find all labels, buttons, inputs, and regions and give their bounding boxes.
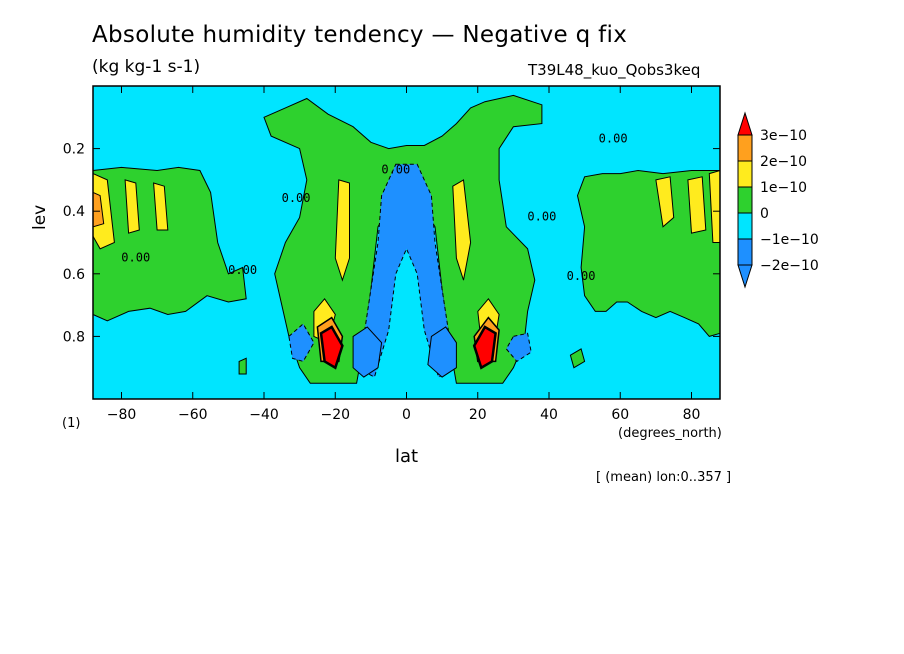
colorbar-label: 0 bbox=[760, 206, 769, 222]
y-tick-label: 0.8 bbox=[63, 329, 85, 345]
chart-units: (kg kg-1 s-1) bbox=[92, 57, 201, 77]
positive-maximum-band bbox=[452, 179, 472, 281]
contour-label: 0.00 bbox=[567, 269, 596, 283]
y-tick-label: 0.2 bbox=[63, 142, 85, 158]
run-label: T39L48_kuo_Qobs3keq bbox=[528, 61, 701, 79]
colorbar-box bbox=[737, 160, 753, 188]
x-axis-unit: (degrees_north) bbox=[618, 426, 722, 441]
x-tick-label: 80 bbox=[683, 407, 701, 423]
colorbar-label: 1e−10 bbox=[760, 180, 807, 196]
positive-maximum-band bbox=[124, 179, 140, 234]
maximum-red-north bbox=[472, 325, 497, 370]
colorbar-box bbox=[737, 134, 753, 162]
negative-eddy bbox=[288, 323, 315, 362]
negative-core-south bbox=[352, 326, 383, 378]
colorbar-box bbox=[737, 212, 753, 240]
contour-label: 0.00 bbox=[121, 250, 150, 264]
colorbar-box bbox=[737, 186, 753, 214]
y-tick-label: 0.6 bbox=[63, 267, 85, 283]
x-tick-label: 0 bbox=[402, 407, 411, 423]
footnote: [ (mean) lon:0..357 ] bbox=[596, 470, 732, 485]
x-tick-label: −80 bbox=[107, 407, 137, 423]
x-tick-label: 60 bbox=[611, 407, 629, 423]
negative-column-equator bbox=[356, 163, 457, 378]
positive-patch-small bbox=[569, 348, 586, 369]
colorbar-label: 3e−10 bbox=[760, 128, 807, 144]
x-tick-label: −60 bbox=[178, 407, 208, 423]
positive-maximum-band bbox=[687, 176, 707, 234]
colorbar-label: −1e−10 bbox=[760, 232, 819, 248]
positive-maximum-band bbox=[334, 179, 350, 282]
x-tick-label: −40 bbox=[249, 407, 279, 423]
x-tick-label: 20 bbox=[469, 407, 487, 423]
chart-title: Absolute humidity tendency — Negative q … bbox=[92, 22, 628, 48]
positive-region-southern-midlat bbox=[576, 169, 721, 337]
negative-core-north bbox=[427, 326, 457, 378]
contour-label: 0.00 bbox=[282, 191, 311, 205]
positive-maximum-band bbox=[153, 182, 169, 231]
colorbar-label: −2e−10 bbox=[760, 258, 819, 274]
contour-label: 0.00 bbox=[599, 131, 628, 145]
contour-label: 0.00 bbox=[228, 263, 257, 277]
negative-eddy bbox=[505, 332, 532, 363]
contour-label: 0.00 bbox=[527, 210, 556, 224]
colorbar-triangle-top bbox=[737, 111, 753, 136]
x-axis-label: lat bbox=[395, 446, 419, 467]
x-tick-label: 40 bbox=[540, 407, 558, 423]
y-tick-label: 0.4 bbox=[63, 204, 85, 220]
y-axis-note: (1) bbox=[62, 416, 81, 431]
x-tick-label: −20 bbox=[320, 407, 350, 423]
positive-maximum-band bbox=[655, 176, 675, 228]
colorbar-label: 2e−10 bbox=[760, 154, 807, 170]
maximum-red-south bbox=[319, 325, 344, 370]
colorbar-triangle-bottom bbox=[737, 264, 753, 289]
colorbar-box bbox=[737, 238, 753, 266]
contour-label: 0.00 bbox=[381, 163, 410, 177]
positive-patch-small bbox=[238, 357, 247, 375]
